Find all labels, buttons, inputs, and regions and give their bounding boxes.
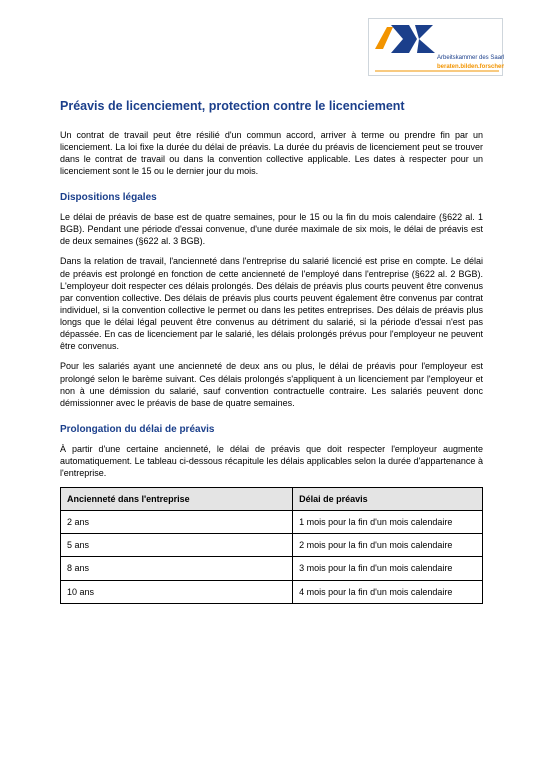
table-row: 5 ans 2 mois pour la fin d'un mois calen… [61, 534, 483, 557]
table-row: 2 ans 1 mois pour la fin d'un mois calen… [61, 511, 483, 534]
table-cell: 10 ans [61, 580, 293, 603]
body-paragraph: Dans la relation de travail, l'anciennet… [60, 255, 483, 352]
body-paragraph: Le délai de préavis de base est de quatr… [60, 211, 483, 247]
table-cell: 2 mois pour la fin d'un mois calendaire [293, 534, 483, 557]
document-title: Préavis de licenciement, protection cont… [60, 98, 483, 115]
table-cell: 2 ans [61, 511, 293, 534]
table-row: 10 ans 4 mois pour la fin d'un mois cale… [61, 580, 483, 603]
table-header: Ancienneté dans l'entreprise [61, 487, 293, 510]
logo-text-1: Arbeitskammer des Saarlandes [437, 55, 504, 61]
table-cell: 1 mois pour la fin d'un mois calendaire [293, 511, 483, 534]
section-heading-dispositions: Dispositions légales [60, 191, 483, 205]
brand-logo: Arbeitskammer des Saarlandes beraten.bil… [368, 18, 503, 76]
table-cell: 8 ans [61, 557, 293, 580]
table-cell: 4 mois pour la fin d'un mois calendaire [293, 580, 483, 603]
table-cell: 3 mois pour la fin d'un mois calendaire [293, 557, 483, 580]
intro-paragraph: Un contrat de travail peut être résilié … [60, 129, 483, 178]
table-cell: 5 ans [61, 534, 293, 557]
body-paragraph: Pour les salariés ayant une ancienneté d… [60, 360, 483, 409]
logo-text-2: beraten.bilden.forschen. [437, 64, 504, 70]
table-row: 8 ans 3 mois pour la fin d'un mois calen… [61, 557, 483, 580]
table-header: Délai de préavis [293, 487, 483, 510]
body-paragraph: À partir d'une certaine ancienneté, le d… [60, 443, 483, 479]
section-heading-prolongation: Prolongation du délai de préavis [60, 423, 483, 437]
preavis-table: Ancienneté dans l'entreprise Délai de pr… [60, 487, 483, 604]
